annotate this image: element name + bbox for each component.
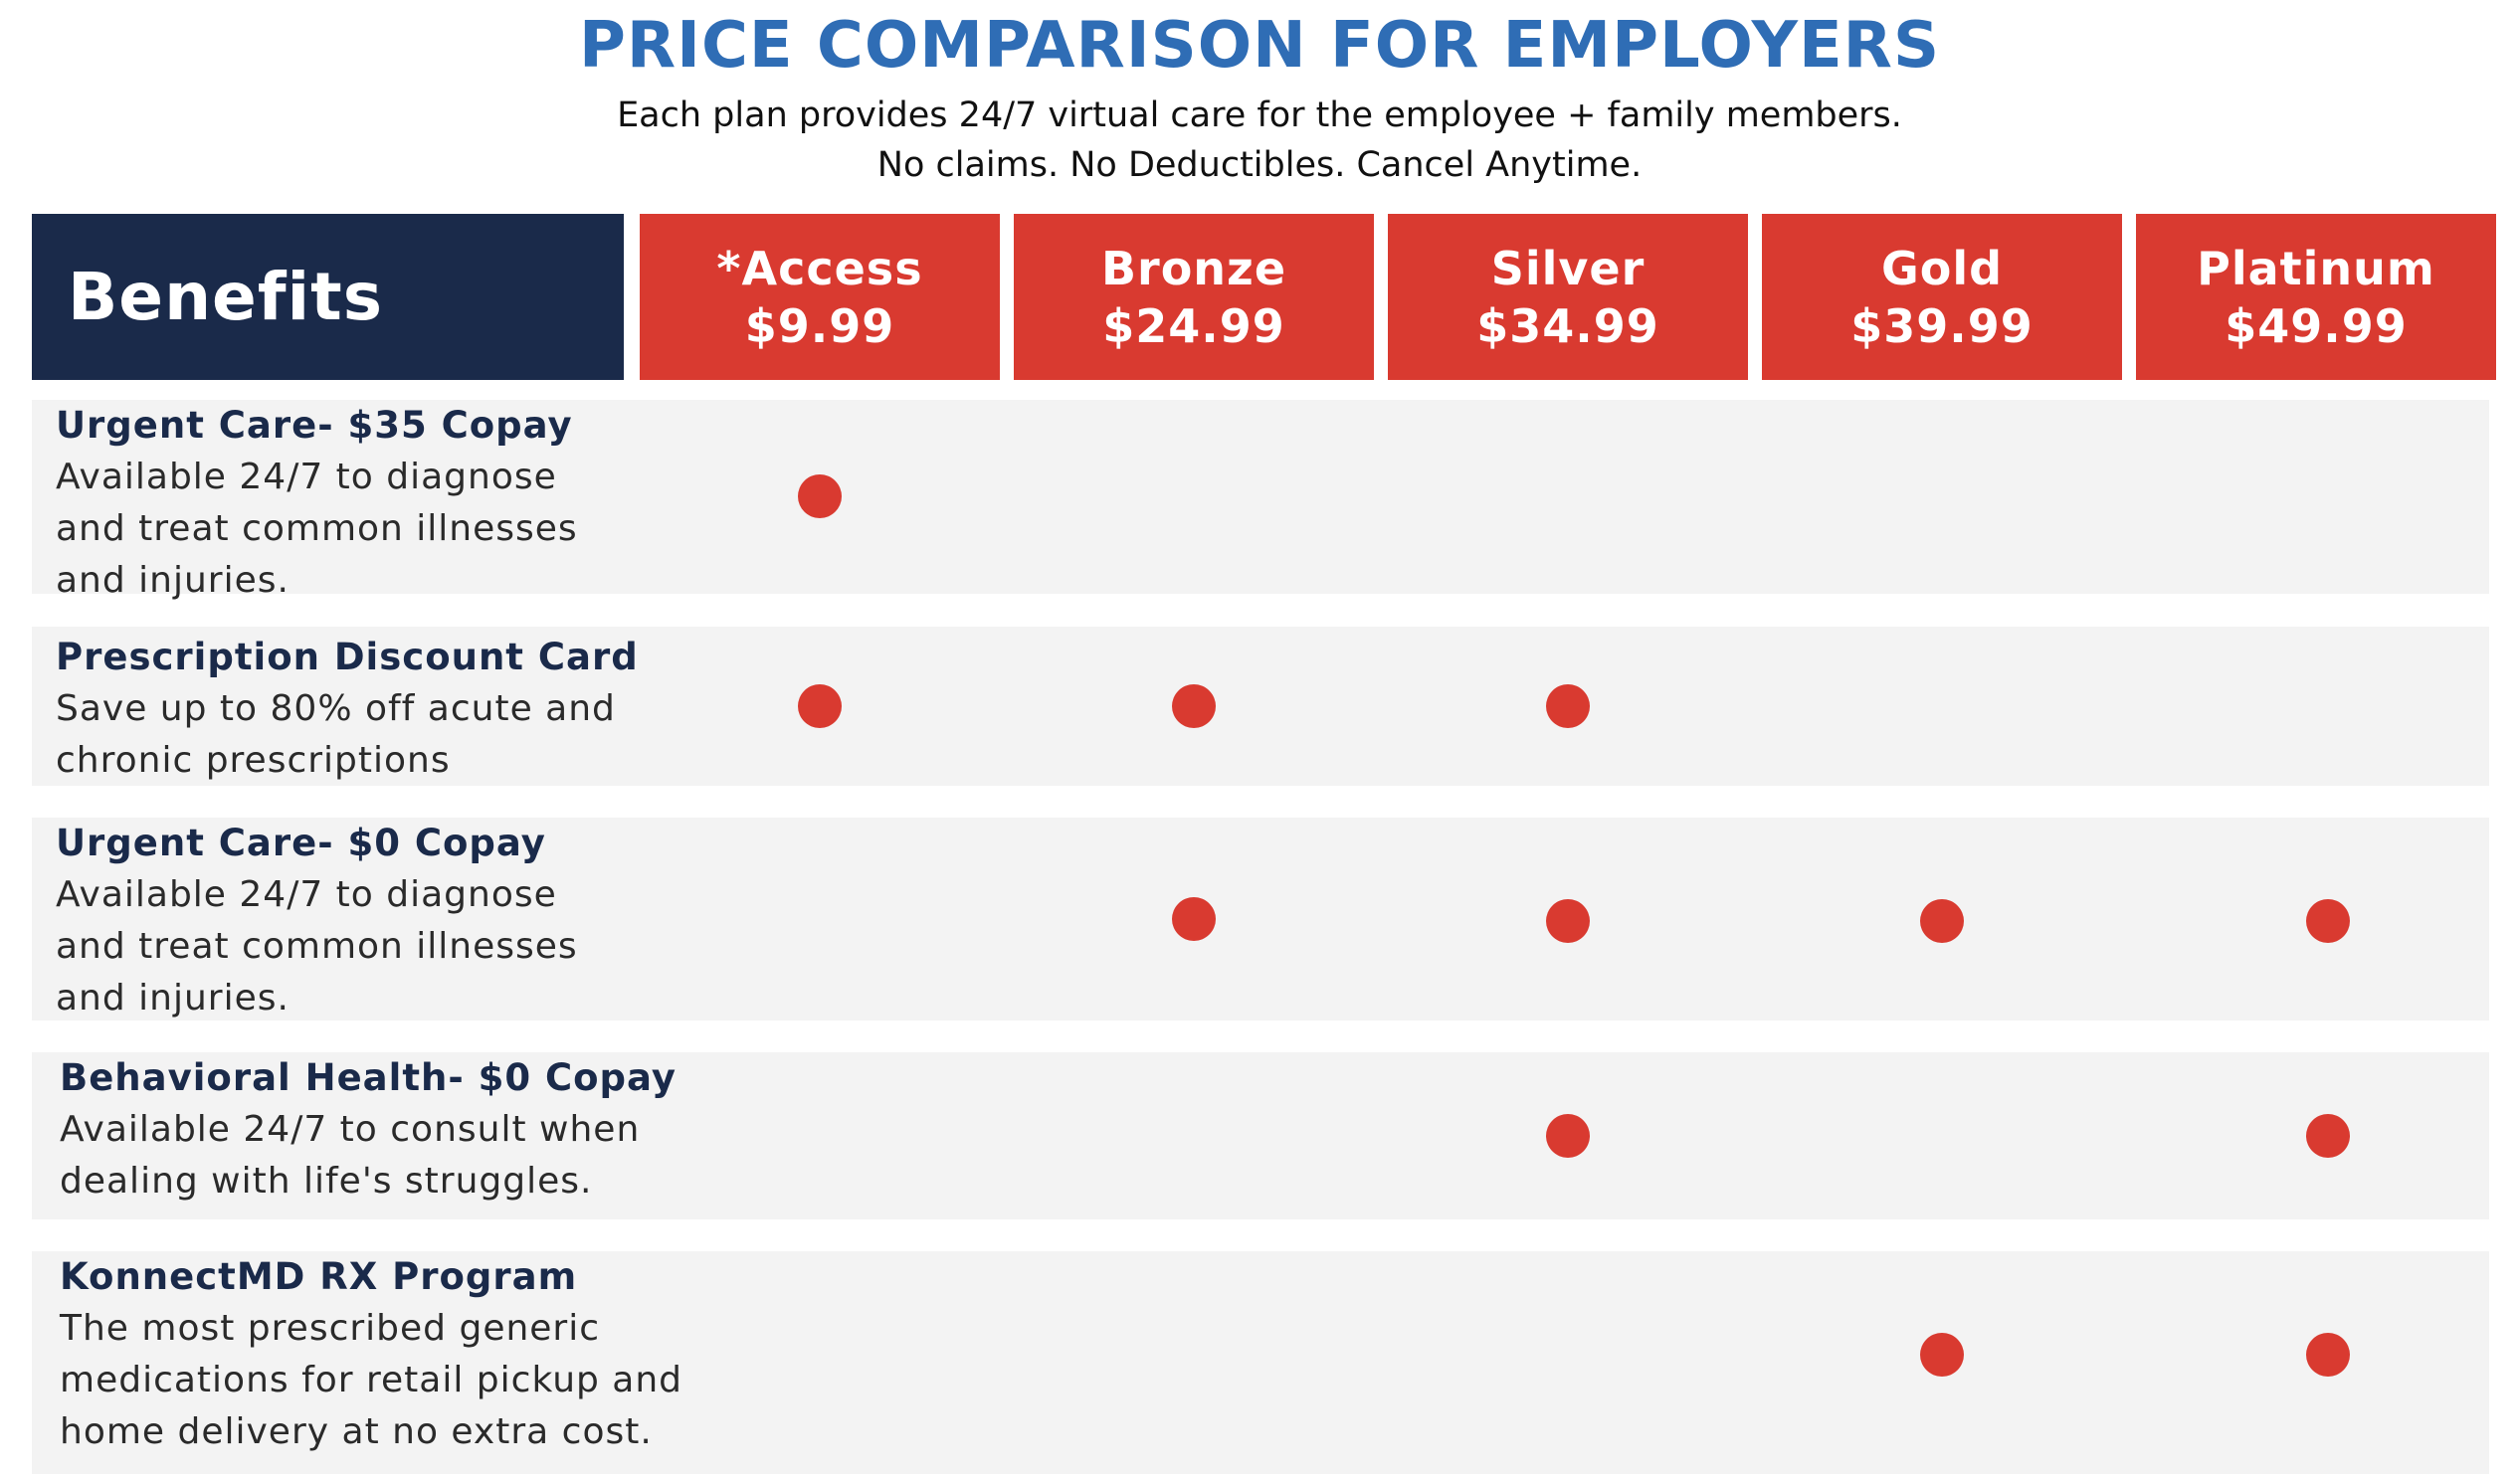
plan-name: Gold [1880, 242, 2004, 295]
benefit-row-konnectmd-rx: KonnectMD RX Program The most prescribed… [32, 1251, 2489, 1474]
plan-price: $39.99 [1850, 299, 2034, 353]
included-dot-platinum [2306, 899, 2350, 943]
plan-name: *Access [716, 242, 923, 295]
plan-header-bronze: Bronze $24.99 [1014, 214, 1374, 380]
benefit-title: Behavioral Health- $0 Copay [60, 1056, 677, 1099]
subtitle-line-2: No claims. No Deductibles. Cancel Anytim… [876, 145, 1643, 185]
benefit-title: Urgent Care- $0 Copay [56, 822, 546, 864]
plan-name: Bronze [1100, 242, 1287, 295]
plan-name: Silver [1490, 242, 1646, 295]
included-dot-platinum [2306, 1114, 2350, 1158]
plan-name: Platinum [2197, 242, 2435, 295]
page-title: PRICE COMPARISON FOR EMPLOYERS [578, 9, 1941, 83]
included-dot-access [798, 684, 842, 728]
included-dot-platinum [2306, 1333, 2350, 1377]
benefit-description: Save up to 80% off acute and chronic pre… [56, 688, 616, 781]
included-dot-gold [1920, 1333, 1964, 1377]
plan-price: $24.99 [1102, 299, 1285, 353]
benefit-description: Available 24/7 to consult when dealing w… [60, 1109, 641, 1202]
included-dot-silver [1546, 684, 1590, 728]
included-dot-silver [1546, 899, 1590, 943]
plan-price: $9.99 [744, 299, 895, 353]
benefit-text: KonnectMD RX Program The most prescribed… [60, 1251, 682, 1458]
benefit-row-urgent-care-35: Urgent Care- $35 Copay Available 24/7 to… [32, 400, 2489, 601]
plan-header-silver: Silver $34.99 [1388, 214, 1748, 380]
benefit-row-urgent-care-0: Urgent Care- $0 Copay Available 24/7 to … [32, 818, 2489, 1020]
benefit-text: Urgent Care- $35 Copay Available 24/7 to… [56, 400, 578, 607]
benefit-row-prescription-discount: Prescription Discount Card Save up to 80… [32, 627, 2489, 786]
included-dot-bronze [1172, 897, 1216, 941]
subtitle-line-1: Each plan provides 24/7 virtual care for… [617, 95, 1902, 135]
benefit-description: Available 24/7 to diagnose and treat com… [56, 874, 578, 1019]
benefit-description: Available 24/7 to diagnose and treat com… [56, 457, 578, 601]
benefit-title: Urgent Care- $35 Copay [56, 404, 573, 447]
included-dot-access [798, 474, 842, 518]
benefit-title: KonnectMD RX Program [60, 1255, 578, 1298]
included-dot-bronze [1172, 684, 1216, 728]
plan-header-gold: Gold $39.99 [1762, 214, 2122, 380]
plan-header-access: *Access $9.99 [640, 214, 1000, 380]
benefit-text: Behavioral Health- $0 Copay Available 24… [60, 1052, 677, 1207]
plan-price: $34.99 [1476, 299, 1659, 353]
benefit-text: Urgent Care- $0 Copay Available 24/7 to … [56, 818, 578, 1024]
benefit-text: Prescription Discount Card Save up to 80… [56, 632, 639, 787]
benefits-header: Benefits [32, 214, 624, 380]
benefit-title: Prescription Discount Card [56, 636, 639, 678]
included-dot-silver [1546, 1114, 1590, 1158]
plan-header-platinum: Platinum $49.99 [2136, 214, 2496, 380]
benefit-row-behavioral-health: Behavioral Health- $0 Copay Available 24… [32, 1052, 2489, 1219]
plan-price: $49.99 [2225, 299, 2408, 353]
benefit-description: The most prescribed generic medications … [60, 1308, 683, 1452]
included-dot-gold [1920, 899, 1964, 943]
